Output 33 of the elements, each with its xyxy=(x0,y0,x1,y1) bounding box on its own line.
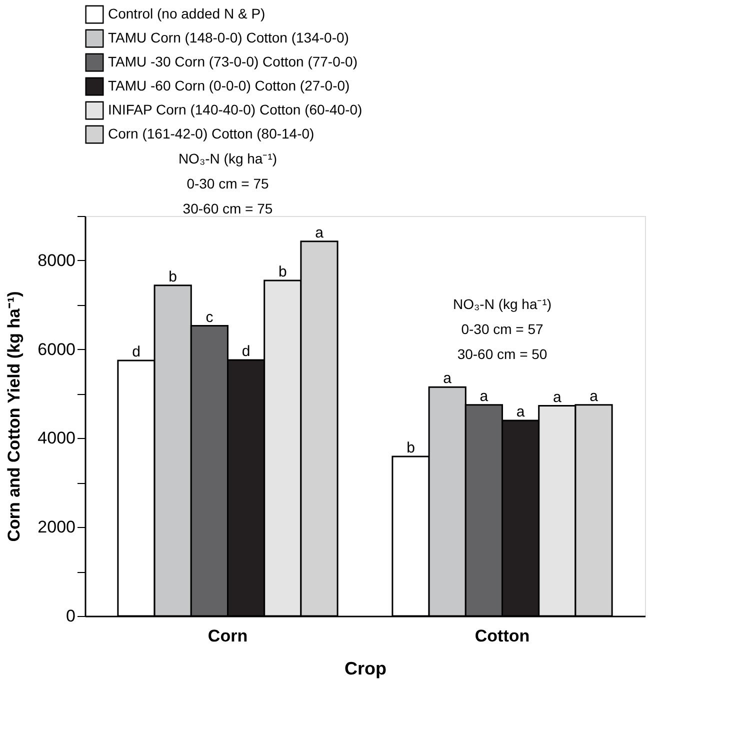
annotation: 0-30 cm = 57 xyxy=(461,321,544,338)
y-tick-label: 8000 xyxy=(38,250,76,270)
annotation: 30-60 cm = 50 xyxy=(457,346,548,362)
data-label: d xyxy=(132,343,140,360)
x-axis-title: Crop xyxy=(344,658,386,678)
data-label: b xyxy=(168,268,178,286)
legend-label: TAMU Corn (148-0-0) Cotton (134-0-0) xyxy=(108,30,349,46)
data-label: a xyxy=(480,388,489,405)
text: NO₃-N (kg ha⁻¹) xyxy=(178,150,278,166)
y-axis-title: Corn and Cotton Yield (kg ha⁻¹) xyxy=(4,291,24,542)
data-label: b xyxy=(406,439,415,456)
legend-label: Corn (161-42-0) Cotton (80-14-0) xyxy=(108,126,314,142)
annotation: 30-60 cm = 75 xyxy=(182,200,273,216)
legend-label: TAMU -30 Corn (73-0-0) Cotton (77-0-0) xyxy=(108,54,358,70)
legend-label: Control (no added N & P) xyxy=(108,6,266,22)
data-label: a xyxy=(590,388,599,405)
data-label: d xyxy=(242,343,250,360)
x-tick-label: Corn xyxy=(208,626,248,646)
x-tick-label: Cotton xyxy=(474,626,530,646)
y-tick-label: 0 xyxy=(66,606,76,626)
data-label: a xyxy=(552,388,562,406)
text: 0-30 cm = 75 xyxy=(186,175,270,192)
data-label: a xyxy=(315,224,324,242)
legend-label: TAMU -60 Corn (0-0-0) Cotton (27-0-0) xyxy=(108,78,350,94)
data-label: a xyxy=(443,370,452,388)
y-tick-label: 6000 xyxy=(38,340,76,359)
y-tick-label: 2000 xyxy=(38,518,76,537)
y-tick-label: 4000 xyxy=(38,428,76,448)
data-label: a xyxy=(516,403,526,420)
data-label: c xyxy=(206,308,214,326)
legend-label: INIFAP Corn (140-40-0) Cotton (60-40-0) xyxy=(108,102,362,118)
data-label: b xyxy=(278,263,287,280)
annotation: NO₃-N (kg ha⁻¹) xyxy=(452,296,552,312)
